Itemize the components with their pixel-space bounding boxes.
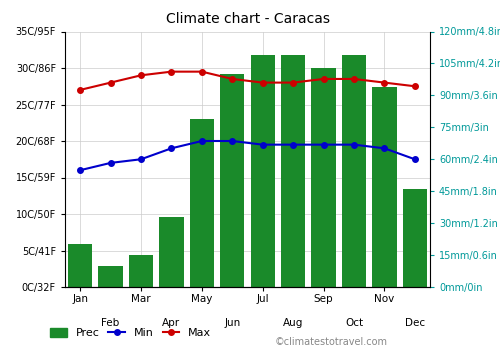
Text: Dec: Dec [404, 317, 425, 328]
Text: Aug: Aug [283, 317, 304, 328]
Bar [129, 255, 153, 287]
Bar [160, 217, 184, 287]
Bar [342, 55, 366, 287]
Text: Oct: Oct [345, 317, 363, 328]
Text: Jun: Jun [224, 317, 240, 328]
Text: Apr: Apr [162, 317, 180, 328]
Bar [190, 119, 214, 287]
Bar [312, 68, 336, 287]
Bar [220, 74, 244, 287]
Bar [281, 55, 305, 287]
Text: Feb: Feb [102, 317, 120, 328]
Bar [98, 266, 123, 287]
Bar [372, 87, 396, 287]
Text: ©climatestotravel.com: ©climatestotravel.com [275, 337, 388, 347]
Legend: Prec, Min, Max: Prec, Min, Max [46, 323, 216, 343]
Title: Climate chart - Caracas: Climate chart - Caracas [166, 12, 330, 26]
Bar [250, 55, 275, 287]
Bar [402, 189, 427, 287]
Bar [68, 244, 92, 287]
